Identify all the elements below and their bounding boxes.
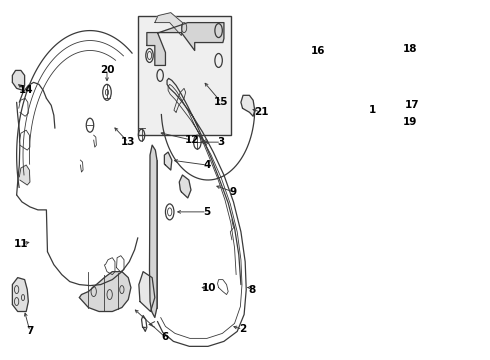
Text: 1: 1 xyxy=(369,105,376,115)
Polygon shape xyxy=(179,175,191,198)
Polygon shape xyxy=(164,152,172,170)
Polygon shape xyxy=(139,272,155,311)
Text: 5: 5 xyxy=(203,207,211,217)
Bar xyxy=(138,15,231,135)
Polygon shape xyxy=(241,95,255,116)
Text: 9: 9 xyxy=(230,187,237,197)
Text: 20: 20 xyxy=(100,66,114,76)
Polygon shape xyxy=(147,23,224,66)
Text: 3: 3 xyxy=(218,137,225,147)
Polygon shape xyxy=(351,95,402,128)
Polygon shape xyxy=(149,145,157,318)
Text: 10: 10 xyxy=(202,283,216,293)
Text: 16: 16 xyxy=(311,45,326,55)
Text: 21: 21 xyxy=(254,107,269,117)
Text: 14: 14 xyxy=(19,85,33,95)
Polygon shape xyxy=(79,272,131,311)
Text: 17: 17 xyxy=(405,100,420,110)
Text: 6: 6 xyxy=(162,332,169,342)
Text: 8: 8 xyxy=(248,284,255,294)
Text: 2: 2 xyxy=(239,324,246,334)
Polygon shape xyxy=(12,278,28,311)
Text: 19: 19 xyxy=(403,117,417,127)
Text: 7: 7 xyxy=(26,327,34,336)
Polygon shape xyxy=(12,71,24,90)
Polygon shape xyxy=(397,62,407,142)
Text: 11: 11 xyxy=(14,239,28,249)
Polygon shape xyxy=(343,32,402,75)
Text: 15: 15 xyxy=(214,97,228,107)
Text: 4: 4 xyxy=(203,160,211,170)
Text: 12: 12 xyxy=(185,135,199,145)
Text: 18: 18 xyxy=(403,44,417,54)
Text: 13: 13 xyxy=(121,137,136,147)
Polygon shape xyxy=(19,165,30,185)
Polygon shape xyxy=(155,13,182,36)
